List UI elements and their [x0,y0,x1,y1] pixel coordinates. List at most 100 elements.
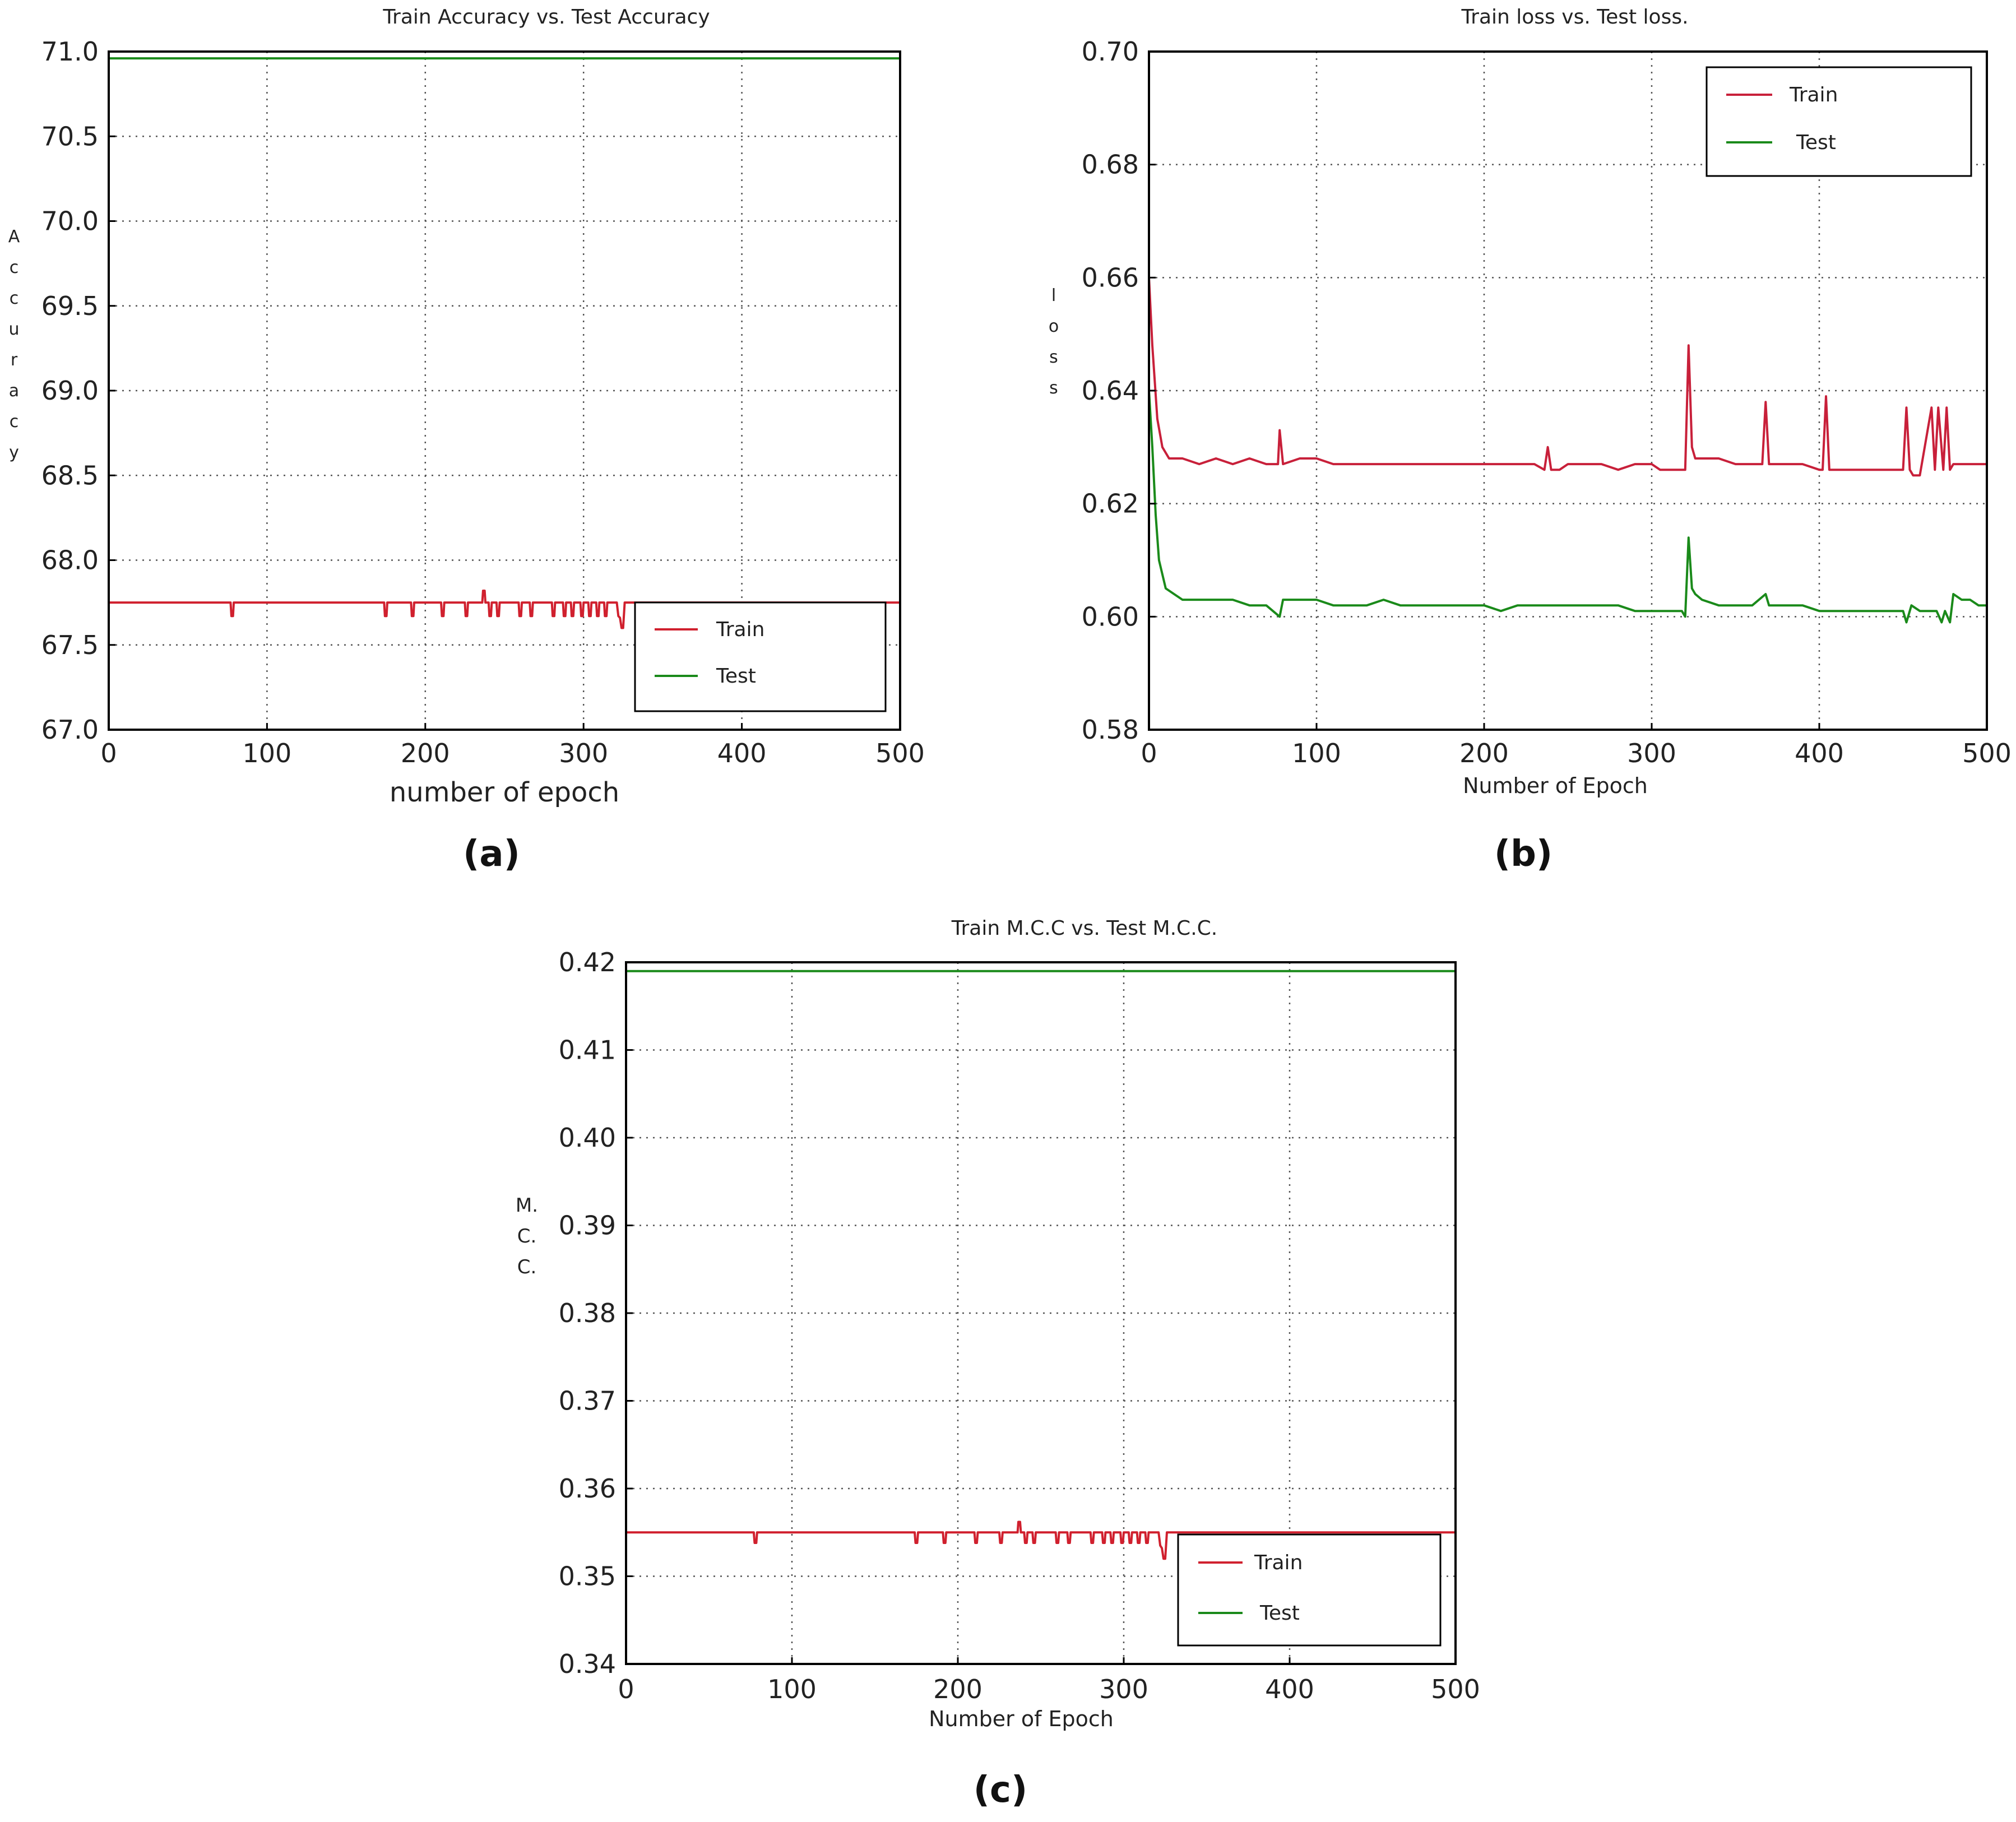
y-axis-label-char: c [10,258,19,277]
y-tick-label: 68.0 [41,545,99,576]
series-lines [109,57,900,629]
panel-caption: (a) [463,833,520,875]
y-tick-label: 0.66 [1082,262,1139,293]
y-axis-label-char: y [9,443,19,462]
y-axis-label-char: l [1051,286,1056,305]
x-tick-label: 100 [1292,738,1341,768]
x-tick-label: 300 [559,738,608,768]
y-axis-label-char: u [8,319,19,339]
y-ticks: 0.58 0.60 0.62 0.64 0.66 0.68 0.70 [1082,36,1156,745]
y-tick-label: 0.41 [559,1035,616,1065]
y-tick-label: 70.0 [41,206,99,237]
x-tick-label: 0 [1141,738,1157,768]
x-tick-label: 500 [1962,738,2012,768]
y-tick-label: 71.0 [41,36,99,67]
panel-a: Train Accuracy vs. Test Accuracy Accurac… [8,6,925,875]
x-tick-label: 300 [1627,738,1676,768]
y-axis-label-char: s [1049,347,1058,367]
x-tick-label: 100 [767,1674,817,1704]
y-tick-label: 0.62 [1082,489,1139,519]
x-tick-label: 0 [100,738,117,768]
grid [626,962,1456,1664]
x-ticks: 0 100 200 300 400 500 [100,723,925,768]
y-axis-label-char: r [11,350,18,370]
y-axis-label-part: C. [517,1256,537,1278]
x-tick-label: 0 [618,1674,634,1704]
x-axis-label: Number of Epoch [929,1707,1114,1731]
x-axis-label: Number of Epoch [1463,773,1648,798]
chart-title: Train loss vs. Test loss. [1461,6,1688,29]
panel-caption: (c) [974,1769,1027,1811]
x-axis-label: number of epoch [390,777,619,808]
y-tick-label: 70.5 [41,121,99,151]
x-tick-label: 400 [1795,738,1844,768]
legend-frame [1706,66,1972,177]
legend-label-train: Train [1789,84,1838,106]
y-tick-label: 67.5 [41,630,99,660]
series-line-test [1148,390,1987,624]
x-ticks: 0 100 200 300 400 500 [618,1657,1480,1704]
y-tick-label: 0.35 [559,1561,616,1592]
y-tick-label: 0.68 [1082,150,1139,180]
y-tick-label: 0.34 [559,1649,616,1679]
x-tick-label: 200 [401,738,450,768]
y-tick-label: 67.0 [41,715,99,745]
x-ticks: 0 100 200 300 400 500 [1141,723,2012,768]
y-tick-label: 0.37 [559,1386,616,1416]
panel-c: Train M.C.C vs. Test M.C.C. M. C. C. 0 100 2… [516,917,1480,1811]
y-axis-label-part: C. [517,1225,537,1248]
y-tick-label: 0.40 [559,1123,616,1153]
y-tick-label: 0.70 [1082,36,1139,67]
y-tick-label: 0.64 [1082,375,1139,406]
y-axis-label: loss [1049,286,1059,398]
legend: Train Test [1177,1533,1442,1647]
y-axis-label-char: a [9,381,19,401]
panel-b: Train loss vs. Test loss. loss 0 100 200 30… [1049,6,2012,875]
series-line-train [109,590,900,629]
legend-label-test: Test [716,665,756,688]
y-axis-label-char: A [8,227,20,247]
legend-frame [634,601,887,712]
legend: Train Test [634,601,887,712]
legend-label-test: Test [1796,131,1836,154]
y-axis-label: Accuracy [8,227,20,462]
y-ticks: 0.34 0.35 0.36 0.37 0.38 0.39 0.40 0.41 0.42 [559,947,633,1679]
x-tick-label: 500 [875,738,925,768]
x-tick-label: 200 [933,1674,982,1704]
series-lines [1148,277,1987,624]
legend-label-test: Test [1259,1602,1300,1625]
x-tick-label: 500 [1431,1674,1480,1704]
y-axis-label-char: c [10,412,19,432]
y-tick-label: 69.5 [41,291,99,321]
legend-label-train: Train [1254,1551,1303,1574]
x-tick-label: 400 [1265,1674,1314,1704]
x-tick-label: 300 [1099,1674,1148,1704]
y-axis-label-part: M. [516,1194,538,1217]
chart-title: Train M.C.C vs. Test M.C.C. [951,917,1217,940]
x-tick-label: 400 [717,738,767,768]
x-tick-label: 100 [242,738,291,768]
legend-frame [1177,1533,1442,1647]
x-tick-label: 200 [1459,738,1509,768]
y-tick-label: 0.60 [1082,601,1139,632]
y-axis-label-char: o [1049,317,1059,336]
y-tick-label: 0.39 [559,1211,616,1241]
y-tick-label: 68.5 [41,460,99,490]
series-lines [626,970,1456,1560]
y-ticks: 67.0 67.5 68.0 68.5 69.0 69.5 70.0 70.5 71.0 [41,36,115,745]
legend-label-train: Train [716,618,764,641]
series-line-train [626,1520,1456,1560]
panel-caption: (b) [1494,833,1552,875]
series-line-train [1148,277,1987,477]
y-tick-label: 0.36 [559,1473,616,1504]
y-tick-label: 69.0 [41,375,99,406]
y-axis-label: M. C. C. [516,1194,538,1278]
legend: Train Test [1706,66,1972,177]
chart-title: Train Accuracy vs. Test Accuracy [382,6,710,29]
y-axis-label-char: s [1049,378,1058,398]
y-axis-label-char: c [10,289,19,308]
grid [1149,52,1987,730]
y-tick-label: 0.38 [559,1298,616,1328]
